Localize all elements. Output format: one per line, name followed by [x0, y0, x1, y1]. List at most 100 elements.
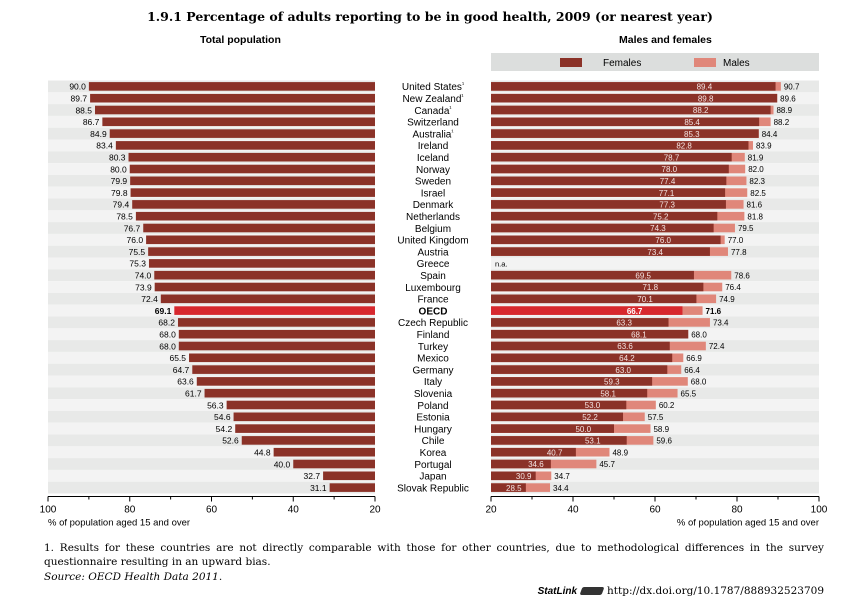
country-label: Mexico	[417, 354, 449, 365]
right-panel-title: Males and females	[619, 34, 712, 46]
total-bar	[226, 400, 375, 410]
total-data-label: 79.8	[111, 188, 128, 198]
na-label: n.a.	[495, 259, 508, 268]
total-bar	[128, 152, 375, 162]
females-data-label: 53.1	[585, 437, 601, 446]
females-data-label: 85.3	[684, 130, 700, 139]
females-data-label: 69.5	[635, 271, 651, 280]
total-bar	[88, 82, 375, 91]
females-bar	[491, 282, 704, 292]
females-data-label: 66.7	[627, 307, 643, 316]
legend-swatch-males	[694, 58, 716, 67]
country-label: Sweden	[415, 177, 451, 188]
total-bar	[154, 282, 375, 292]
females-bar	[491, 483, 526, 492]
females-data-label: 88.2	[693, 106, 709, 115]
females-data-label: 63.0	[615, 366, 631, 375]
left-axis-title: % of population aged 15 and over	[48, 518, 190, 529]
country-label: Canada¹	[414, 105, 452, 117]
total-bar	[241, 436, 375, 445]
total-bar	[293, 459, 375, 469]
females-data-label: 74.3	[650, 224, 666, 233]
males-data-label: 58.9	[653, 425, 669, 434]
females-bar	[491, 211, 718, 221]
right-axis-title: % of population aged 15 and over	[677, 518, 819, 529]
total-data-label: 56.3	[207, 400, 224, 410]
males-data-label: 88.2	[774, 118, 790, 127]
country-label: Portugal	[414, 460, 451, 471]
country-label: Iceland	[417, 153, 449, 164]
country-label: Chile	[422, 436, 445, 447]
row-band-right	[491, 469, 819, 482]
females-bar	[491, 141, 749, 150]
females-data-label: 68.1	[631, 330, 647, 339]
males-data-label: 90.7	[784, 83, 800, 92]
total-bar	[135, 211, 375, 221]
country-label: Turkey	[418, 342, 448, 353]
row-band-right	[491, 458, 819, 470]
females-bar	[491, 318, 669, 327]
total-bar	[178, 341, 375, 351]
legend-swatch-females	[560, 58, 582, 67]
country-label: Czech Republic	[398, 318, 468, 329]
statlink-url[interactable]: http://dx.doi.org/10.1787/888932523709	[607, 585, 824, 597]
country-label: Ireland	[418, 141, 449, 152]
females-bar	[491, 235, 721, 245]
country-label: France	[417, 295, 449, 306]
country-label: Australia¹	[412, 129, 454, 141]
females-data-label: 78.7	[664, 153, 680, 162]
females-bar	[491, 93, 778, 103]
males-data-label: 74.9	[719, 295, 735, 304]
females-data-label: 30.9	[516, 472, 532, 481]
males-data-label: 73.4	[713, 319, 729, 328]
females-data-label: 64.2	[619, 354, 635, 363]
males-data-label: 34.7	[554, 472, 570, 481]
males-data-label: 78.6	[734, 271, 750, 280]
country-label: Belgium	[415, 224, 451, 235]
row-band-left	[48, 458, 375, 470]
total-bar	[178, 329, 375, 339]
females-data-label: 77.3	[659, 201, 675, 210]
females-bar	[491, 294, 697, 304]
total-data-label: 40.0	[274, 459, 291, 469]
females-data-label: 58.1	[600, 389, 616, 398]
females-bar	[491, 341, 670, 351]
total-bar	[102, 117, 376, 127]
males-data-label: 66.4	[684, 366, 700, 375]
country-label: Estonia	[416, 413, 450, 424]
country-label: Greece	[417, 259, 450, 270]
females-bar	[491, 365, 668, 374]
total-bar	[174, 306, 375, 315]
males-data-label: 81.9	[748, 153, 764, 162]
total-bar	[148, 259, 375, 268]
males-data-label: 76.4	[725, 283, 741, 292]
left-panel-title: Total population	[200, 34, 281, 46]
females-bar	[491, 105, 771, 115]
total-bar	[95, 105, 375, 115]
females-bar	[491, 353, 673, 363]
females-bar	[491, 400, 627, 410]
females-bar	[491, 306, 683, 315]
total-data-label: 64.7	[173, 365, 190, 375]
females-data-label: 53.0	[585, 401, 601, 410]
total-data-label: 86.7	[83, 117, 100, 127]
males-data-label: 77.8	[731, 248, 747, 257]
females-bar	[491, 471, 536, 481]
total-data-label: 78.5	[116, 212, 133, 222]
total-bar	[109, 129, 375, 138]
country-label: Luxembourg	[405, 283, 461, 294]
males-data-label: 82.5	[750, 189, 766, 198]
females-data-label: 34.6	[528, 460, 544, 469]
country-label: Slovenia	[414, 389, 453, 400]
males-data-label: 83.9	[756, 142, 772, 151]
females-bar	[491, 424, 614, 433]
females-data-label: 89.4	[697, 83, 713, 92]
right-tick-label: 40	[567, 505, 579, 516]
females-data-label: 85.4	[684, 118, 700, 127]
row-band-right	[491, 422, 819, 435]
right-tick-label: 100	[811, 505, 828, 516]
females-data-label: 63.6	[617, 342, 633, 351]
total-bar	[192, 365, 375, 374]
females-data-label: 89.8	[698, 94, 714, 103]
total-data-label: 65.5	[169, 353, 186, 363]
